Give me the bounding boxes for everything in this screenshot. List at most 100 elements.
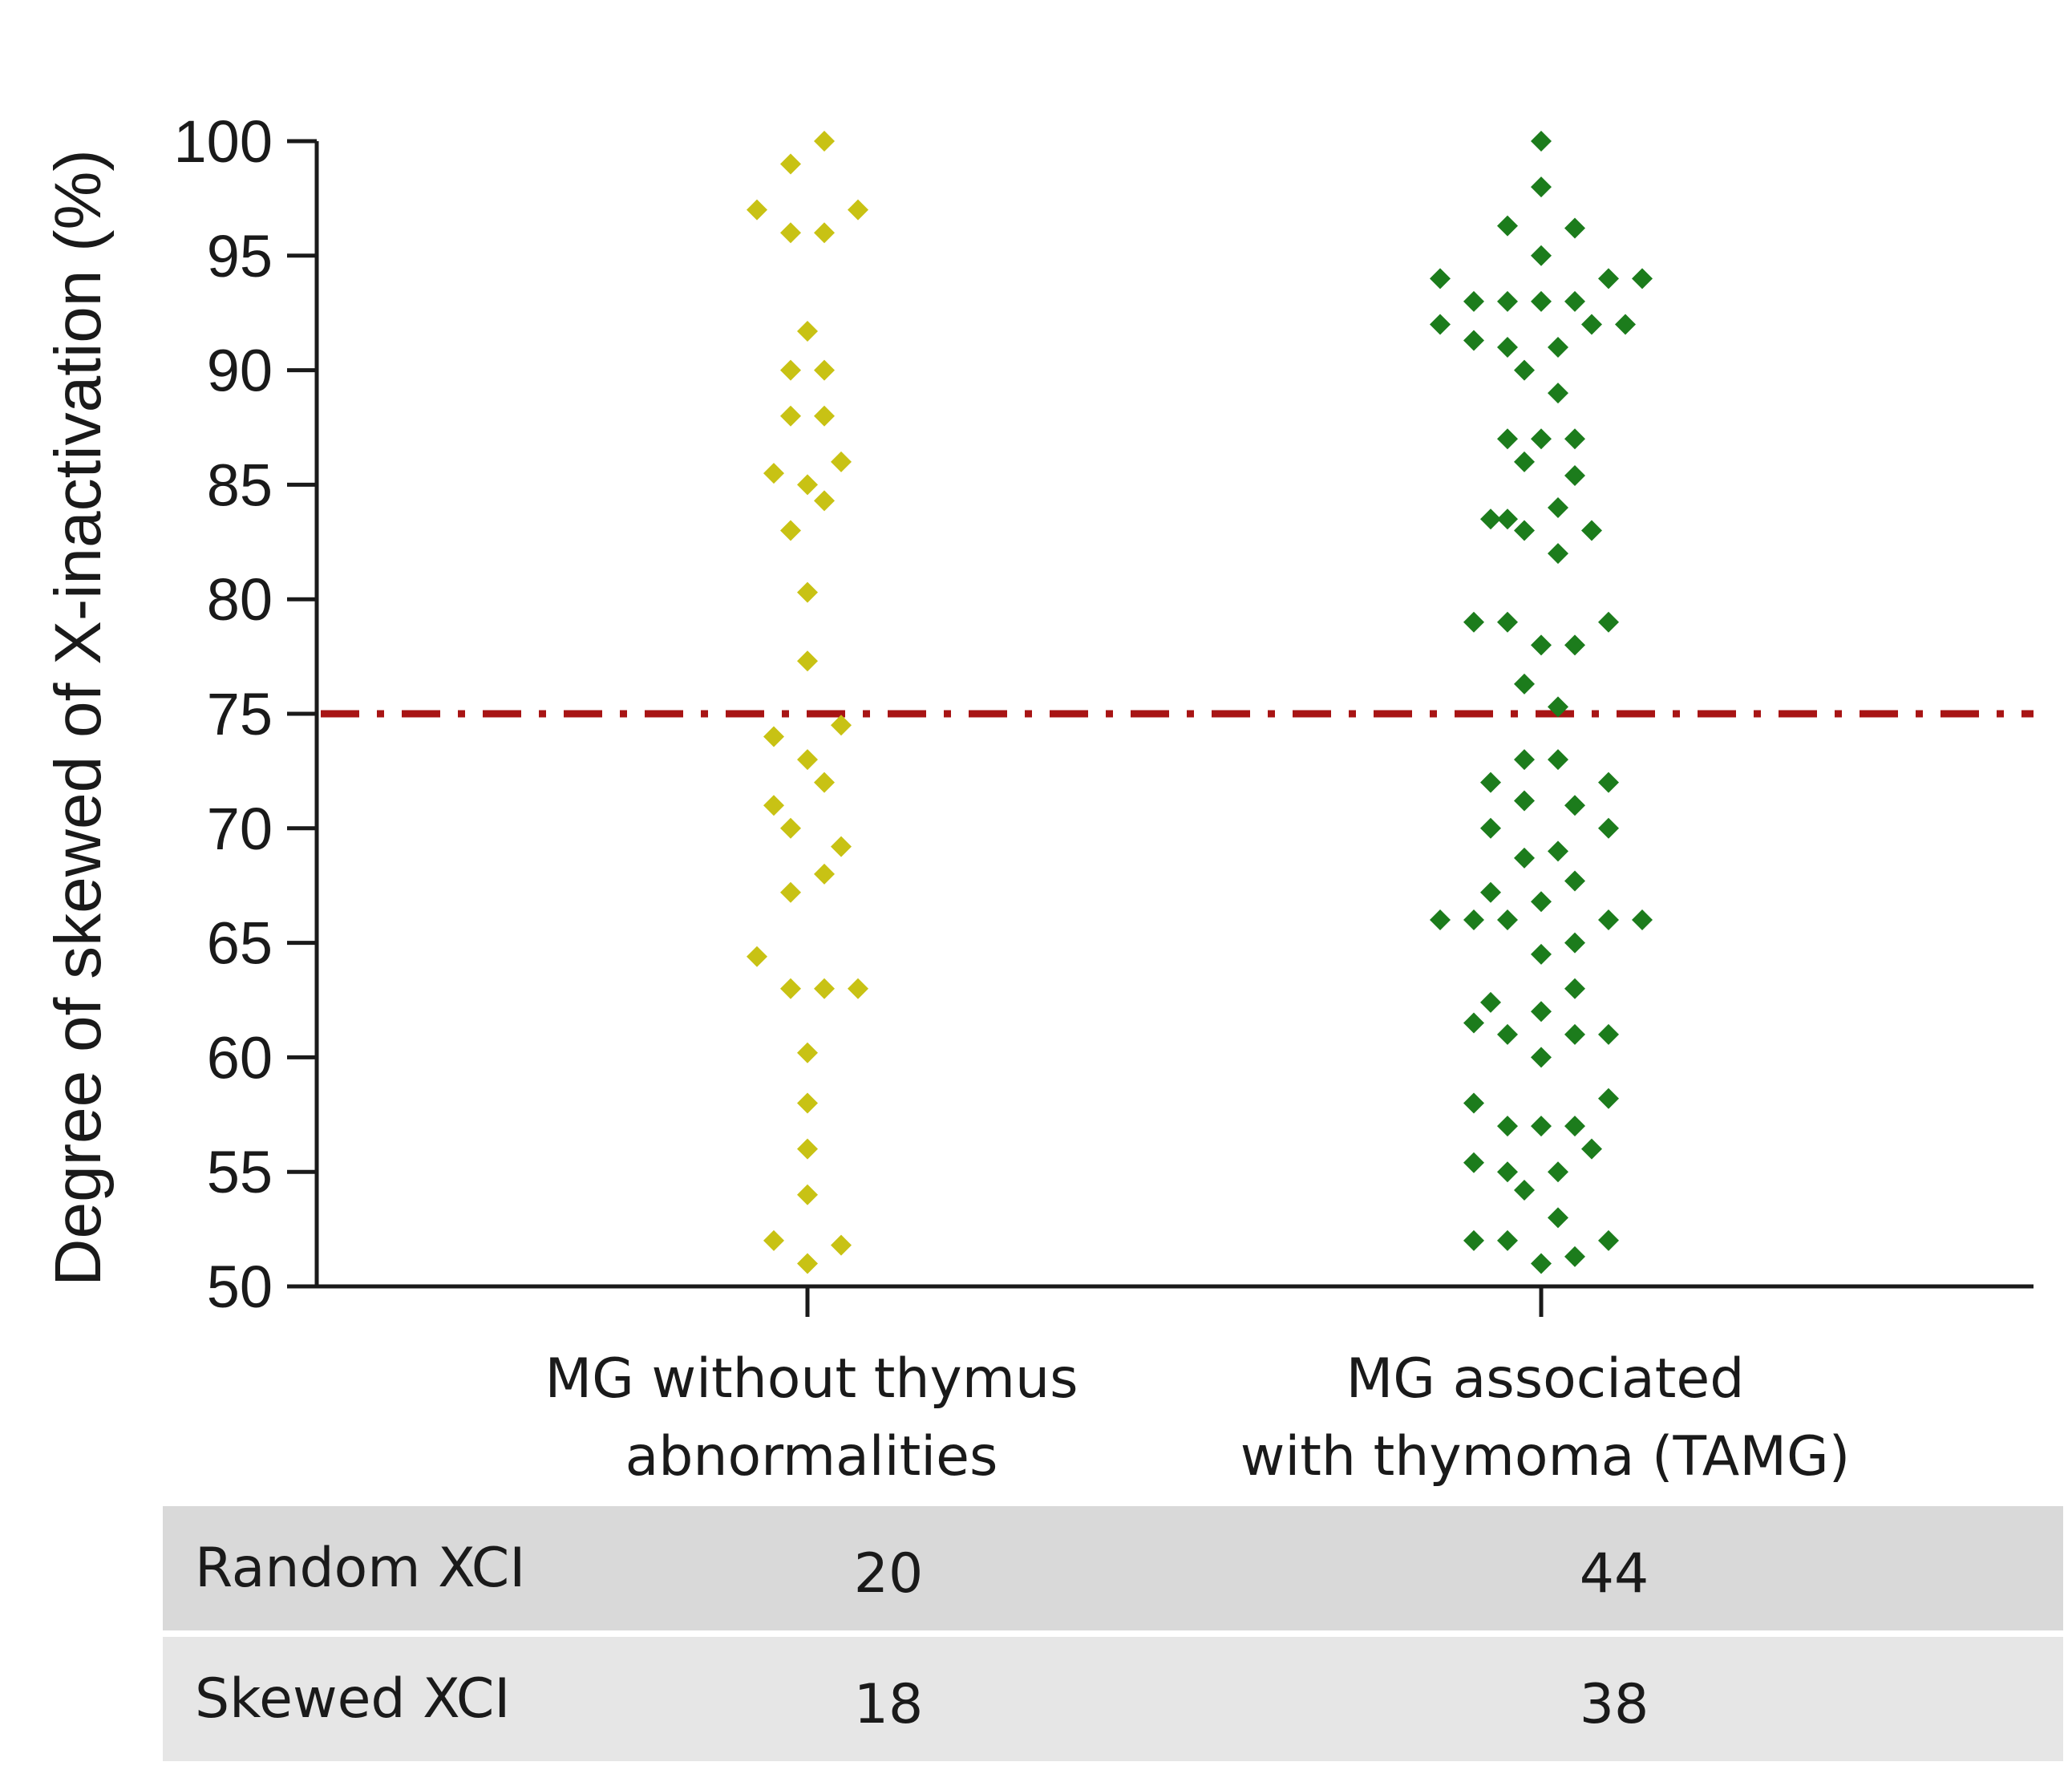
data-point-tamg bbox=[1480, 991, 1501, 1013]
data-point-tamg bbox=[1430, 909, 1451, 931]
data-point-tamg bbox=[1497, 428, 1518, 450]
data-point-tamg bbox=[1548, 337, 1568, 358]
data-point-tamg bbox=[1548, 840, 1568, 862]
data-point-mg bbox=[780, 222, 801, 244]
x-category-label: MG associated with thymoma (TAMG) bbox=[1240, 1347, 1850, 1488]
y-axis-title: Degree of skewed of X-inactivation (%) bbox=[42, 149, 115, 1286]
data-point-mg bbox=[814, 359, 835, 381]
data-point-tamg bbox=[1463, 1152, 1484, 1173]
data-point-tamg bbox=[1598, 909, 1619, 931]
y-tick-label: 60 bbox=[207, 1024, 273, 1091]
data-point-tamg bbox=[1531, 943, 1552, 965]
data-point-tamg bbox=[1564, 290, 1585, 312]
y-tick-label: 70 bbox=[207, 796, 273, 862]
data-point-tamg bbox=[1497, 1161, 1518, 1183]
data-point-tamg bbox=[1531, 428, 1552, 450]
data-point-tamg bbox=[1598, 1087, 1619, 1109]
data-point-tamg bbox=[1531, 1001, 1552, 1023]
data-point-mg bbox=[747, 199, 767, 221]
data-point-mg bbox=[814, 863, 835, 885]
data-point-tamg bbox=[1463, 1229, 1484, 1251]
data-point-tamg bbox=[1531, 1047, 1552, 1068]
data-point-tamg bbox=[1564, 870, 1585, 892]
data-point-tamg bbox=[1548, 383, 1568, 404]
data-point-tamg bbox=[1531, 131, 1552, 152]
table-row: Skewed XCI 18 38 bbox=[163, 1637, 2063, 1761]
data-point-tamg bbox=[1548, 749, 1568, 771]
data-point-mg bbox=[780, 520, 801, 541]
y-axis-ticks: 100 95 90 85 80 75 70 65 60 55 50 bbox=[174, 108, 317, 1320]
data-point-mg bbox=[814, 405, 835, 427]
data-point-tamg bbox=[1564, 932, 1585, 954]
data-point-mg bbox=[797, 749, 818, 771]
data-point-tamg bbox=[1548, 1161, 1568, 1183]
category-labels: MG without thymus abnormalities MG associa… bbox=[545, 1347, 1851, 1488]
data-point-mg bbox=[780, 359, 801, 381]
data-point-mg bbox=[797, 474, 818, 496]
data-point-tamg bbox=[1514, 451, 1535, 472]
data-point-tamg bbox=[1497, 1023, 1518, 1045]
row-label: Skewed XCI bbox=[195, 1667, 511, 1731]
row-value-tamg: 38 bbox=[1579, 1673, 1649, 1736]
data-point-tamg bbox=[1531, 891, 1552, 913]
data-point-mg bbox=[780, 881, 801, 903]
data-point-mg bbox=[797, 1042, 818, 1063]
data-point-mg bbox=[763, 795, 784, 816]
data-point-mg bbox=[831, 715, 852, 736]
data-point-tamg bbox=[1463, 330, 1484, 351]
data-point-tamg bbox=[1581, 1138, 1602, 1160]
data-point-tamg bbox=[1564, 634, 1585, 656]
data-point-mg bbox=[848, 978, 868, 999]
data-point-mg bbox=[763, 726, 784, 747]
y-tick-label: 50 bbox=[207, 1254, 273, 1320]
y-tick-label: 75 bbox=[207, 681, 273, 747]
scatter-chart: Degree of skewed of X-inactivation (%) 1… bbox=[42, 108, 2034, 1488]
data-point-tamg bbox=[1514, 359, 1535, 381]
data-point-tamg bbox=[1463, 909, 1484, 931]
data-point-tamg bbox=[1531, 634, 1552, 656]
y-tick-label: 65 bbox=[207, 910, 273, 977]
data-point-mg bbox=[831, 1234, 852, 1256]
summary-table: Random XCI 20 44 Skewed XCI 18 38 bbox=[163, 1506, 2063, 1768]
data-point-mg bbox=[797, 1253, 818, 1274]
data-point-mg bbox=[780, 153, 801, 175]
data-point-tamg bbox=[1497, 1116, 1518, 1137]
data-point-tamg bbox=[1615, 314, 1636, 335]
data-point-tamg bbox=[1598, 268, 1619, 290]
data-point-tamg bbox=[1598, 817, 1619, 839]
y-tick-label: 90 bbox=[207, 338, 273, 404]
data-point-tamg bbox=[1581, 314, 1602, 335]
data-point-tamg bbox=[1531, 290, 1552, 312]
data-point-mg bbox=[747, 946, 767, 967]
data-point-mg bbox=[814, 490, 835, 512]
data-points bbox=[747, 131, 1653, 1274]
data-point-tamg bbox=[1564, 428, 1585, 450]
data-point-tamg bbox=[1598, 1023, 1619, 1045]
axes bbox=[314, 141, 2034, 1317]
table-row: Random XCI 20 44 bbox=[163, 1506, 2063, 1630]
data-point-tamg bbox=[1564, 1245, 1585, 1267]
data-point-tamg bbox=[1463, 290, 1484, 312]
data-point-tamg bbox=[1598, 772, 1619, 793]
data-point-tamg bbox=[1430, 268, 1451, 290]
data-point-tamg bbox=[1564, 1116, 1585, 1137]
data-point-tamg bbox=[1548, 543, 1568, 565]
data-point-mg bbox=[763, 463, 784, 484]
data-point-tamg bbox=[1514, 1180, 1535, 1201]
data-point-mg bbox=[797, 650, 818, 672]
data-point-tamg bbox=[1480, 881, 1501, 903]
data-point-mg bbox=[831, 451, 852, 472]
y-tick-label: 85 bbox=[207, 452, 273, 518]
data-point-tamg bbox=[1497, 215, 1518, 237]
row-label: Random XCI bbox=[195, 1537, 526, 1600]
row-value-tamg: 44 bbox=[1579, 1542, 1649, 1606]
data-point-mg bbox=[797, 581, 818, 603]
data-point-mg bbox=[814, 131, 835, 152]
data-point-tamg bbox=[1514, 520, 1535, 541]
data-point-tamg bbox=[1564, 795, 1585, 816]
data-point-mg bbox=[797, 321, 818, 342]
data-point-tamg bbox=[1531, 1253, 1552, 1274]
data-point-tamg bbox=[1632, 268, 1653, 290]
data-point-tamg bbox=[1581, 520, 1602, 541]
data-point-tamg bbox=[1514, 749, 1535, 771]
